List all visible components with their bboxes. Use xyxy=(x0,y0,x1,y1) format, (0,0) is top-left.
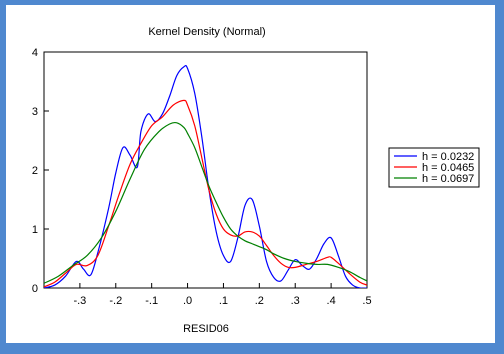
y-tick-label: 4 xyxy=(32,47,38,59)
series-line-2 xyxy=(44,99,367,288)
legend-label: h = 0.0697 xyxy=(422,173,474,185)
y-tick-label: 1 xyxy=(32,224,38,236)
y-tick-label: 0 xyxy=(32,283,38,295)
kernel-density-chart: Kernel Density (Normal) RESID06 0 1 2 3 4 -.3… xyxy=(32,26,480,335)
y-tick-label: 2 xyxy=(32,165,38,177)
x-tick-label: -.1 xyxy=(145,295,158,307)
plot-border xyxy=(43,51,368,289)
x-axis-label: RESID06 xyxy=(183,323,229,335)
chart-title: Kernel Density (Normal) xyxy=(148,26,265,38)
legend-label: h = 0.0232 xyxy=(422,151,474,163)
legend-label: h = 0.0465 xyxy=(422,162,474,174)
chart-canvas: Kernel Density (Normal) RESID06 0 1 2 3 4 -.3… xyxy=(6,5,495,343)
plot-area: 0 1 2 3 4 -.3 -.2 -.1 .0 .1 .2 .3 .4 .5 xyxy=(32,47,372,307)
x-tick-label: -.3 xyxy=(73,295,86,307)
series-line-3 xyxy=(44,121,367,284)
x-tick-label: .3 xyxy=(291,295,300,307)
x-tick-label: .2 xyxy=(255,295,264,307)
x-tick-label: .1 xyxy=(219,295,228,307)
x-tick-label: .0 xyxy=(183,295,192,307)
x-tick-label: -.2 xyxy=(109,295,122,307)
x-tick-label: .5 xyxy=(362,295,371,307)
x-tick-label: .4 xyxy=(327,295,336,307)
y-tick-label: 3 xyxy=(32,106,38,118)
